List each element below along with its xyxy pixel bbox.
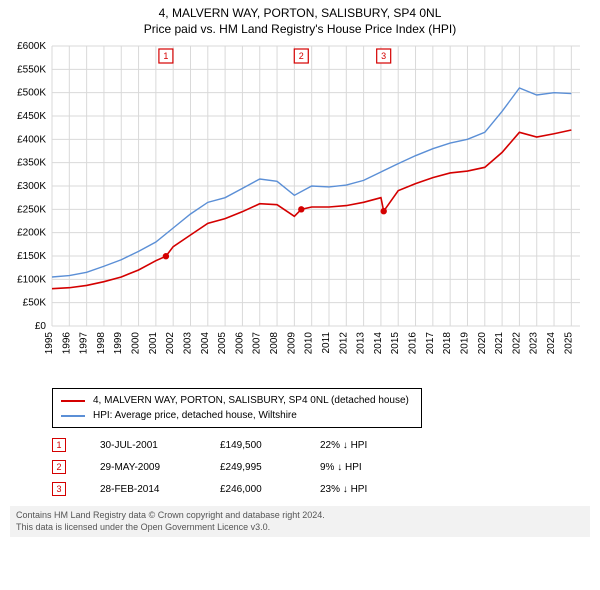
legend-label-b: HPI: Average price, detached house, Wilt… bbox=[93, 410, 297, 421]
svg-text:2014: 2014 bbox=[373, 332, 384, 355]
transaction-price: £246,000 bbox=[220, 484, 320, 495]
svg-text:2008: 2008 bbox=[269, 332, 280, 355]
attribution-footer: Contains HM Land Registry data © Crown c… bbox=[10, 506, 590, 537]
transaction-marker: 3 bbox=[52, 482, 66, 496]
svg-text:1995: 1995 bbox=[44, 332, 55, 355]
legend-label-a: 4, MALVERN WAY, PORTON, SALISBURY, SP4 0… bbox=[93, 395, 409, 406]
transaction-marker-number: 3 bbox=[56, 484, 61, 494]
svg-text:2016: 2016 bbox=[408, 332, 419, 355]
legend-row-series-b: HPI: Average price, detached house, Wilt… bbox=[61, 408, 413, 423]
svg-text:£600K: £600K bbox=[17, 41, 46, 52]
transaction-marker-number: 2 bbox=[56, 462, 61, 472]
svg-text:£550K: £550K bbox=[17, 64, 46, 75]
svg-text:2019: 2019 bbox=[459, 332, 470, 355]
transaction-table: 1 30-JUL-2001 £149,500 22% ↓ HPI 2 29-MA… bbox=[52, 434, 552, 500]
chart-container: 4, MALVERN WAY, PORTON, SALISBURY, SP4 0… bbox=[0, 0, 600, 500]
legend-row-series-a: 4, MALVERN WAY, PORTON, SALISBURY, SP4 0… bbox=[61, 393, 413, 408]
svg-text:£100K: £100K bbox=[17, 274, 46, 285]
svg-text:£500K: £500K bbox=[17, 88, 46, 99]
svg-text:2012: 2012 bbox=[338, 332, 349, 355]
transaction-marker-number: 1 bbox=[56, 440, 61, 450]
svg-text:2018: 2018 bbox=[442, 332, 453, 355]
svg-text:2009: 2009 bbox=[286, 332, 297, 355]
svg-text:2002: 2002 bbox=[165, 332, 176, 355]
legend-swatch-a bbox=[61, 400, 85, 402]
svg-text:2001: 2001 bbox=[148, 332, 159, 355]
svg-text:£350K: £350K bbox=[17, 158, 46, 169]
transaction-diff: 23% ↓ HPI bbox=[320, 484, 430, 495]
svg-text:2000: 2000 bbox=[131, 332, 142, 355]
svg-text:1999: 1999 bbox=[113, 332, 124, 355]
svg-text:2004: 2004 bbox=[200, 332, 211, 355]
svg-text:2017: 2017 bbox=[425, 332, 436, 355]
footer-line-2: This data is licensed under the Open Gov… bbox=[16, 522, 584, 534]
title-block: 4, MALVERN WAY, PORTON, SALISBURY, SP4 0… bbox=[10, 6, 590, 36]
svg-text:2013: 2013 bbox=[356, 332, 367, 355]
transaction-row: 2 29-MAY-2009 £249,995 9% ↓ HPI bbox=[52, 456, 552, 478]
transaction-row: 1 30-JUL-2001 £149,500 22% ↓ HPI bbox=[52, 434, 552, 456]
chart-title: 4, MALVERN WAY, PORTON, SALISBURY, SP4 0… bbox=[10, 6, 590, 20]
transaction-diff: 9% ↓ HPI bbox=[320, 462, 430, 473]
svg-text:2005: 2005 bbox=[217, 332, 228, 355]
svg-text:1998: 1998 bbox=[96, 332, 107, 355]
transaction-marker: 2 bbox=[52, 460, 66, 474]
legend-swatch-b bbox=[61, 415, 85, 417]
svg-text:£450K: £450K bbox=[17, 111, 46, 122]
transaction-marker: 1 bbox=[52, 438, 66, 452]
svg-text:2010: 2010 bbox=[304, 332, 315, 355]
svg-text:1: 1 bbox=[163, 51, 168, 61]
svg-text:2: 2 bbox=[299, 51, 304, 61]
svg-text:2022: 2022 bbox=[511, 332, 522, 355]
line-chart-svg: £0 £50K £100K £150K £200K £250K £300K £350K £400… bbox=[10, 40, 590, 380]
svg-text:£50K: £50K bbox=[23, 298, 47, 309]
svg-text:£200K: £200K bbox=[17, 228, 46, 239]
chart-area: £0 £50K £100K £150K £200K £250K £300K £350K £400… bbox=[10, 40, 590, 380]
svg-text:3: 3 bbox=[381, 51, 386, 61]
legend: 4, MALVERN WAY, PORTON, SALISBURY, SP4 0… bbox=[52, 388, 422, 428]
svg-text:2025: 2025 bbox=[563, 332, 574, 355]
svg-text:2023: 2023 bbox=[529, 332, 540, 355]
svg-text:2021: 2021 bbox=[494, 332, 505, 355]
svg-text:2024: 2024 bbox=[546, 332, 557, 355]
transaction-price: £149,500 bbox=[220, 440, 320, 451]
svg-text:£250K: £250K bbox=[17, 204, 46, 215]
svg-text:2003: 2003 bbox=[182, 332, 193, 355]
transaction-date: 28-FEB-2014 bbox=[100, 484, 220, 495]
svg-text:£150K: £150K bbox=[17, 251, 46, 262]
transaction-date: 29-MAY-2009 bbox=[100, 462, 220, 473]
svg-text:1996: 1996 bbox=[61, 332, 72, 355]
svg-text:£300K: £300K bbox=[17, 181, 46, 192]
svg-text:2020: 2020 bbox=[477, 332, 488, 355]
svg-text:£400K: £400K bbox=[17, 134, 46, 145]
footer-line-1: Contains HM Land Registry data © Crown c… bbox=[16, 510, 584, 522]
svg-text:2011: 2011 bbox=[321, 332, 332, 354]
svg-text:2015: 2015 bbox=[390, 332, 401, 355]
svg-text:£0: £0 bbox=[35, 321, 47, 332]
transaction-price: £249,995 bbox=[220, 462, 320, 473]
svg-text:2007: 2007 bbox=[252, 332, 263, 355]
transaction-diff: 22% ↓ HPI bbox=[320, 440, 430, 451]
transaction-date: 30-JUL-2001 bbox=[100, 440, 220, 451]
transaction-row: 3 28-FEB-2014 £246,000 23% ↓ HPI bbox=[52, 478, 552, 500]
chart-subtitle: Price paid vs. HM Land Registry's House … bbox=[10, 22, 590, 36]
svg-text:1997: 1997 bbox=[79, 332, 90, 355]
svg-text:2006: 2006 bbox=[234, 332, 245, 355]
